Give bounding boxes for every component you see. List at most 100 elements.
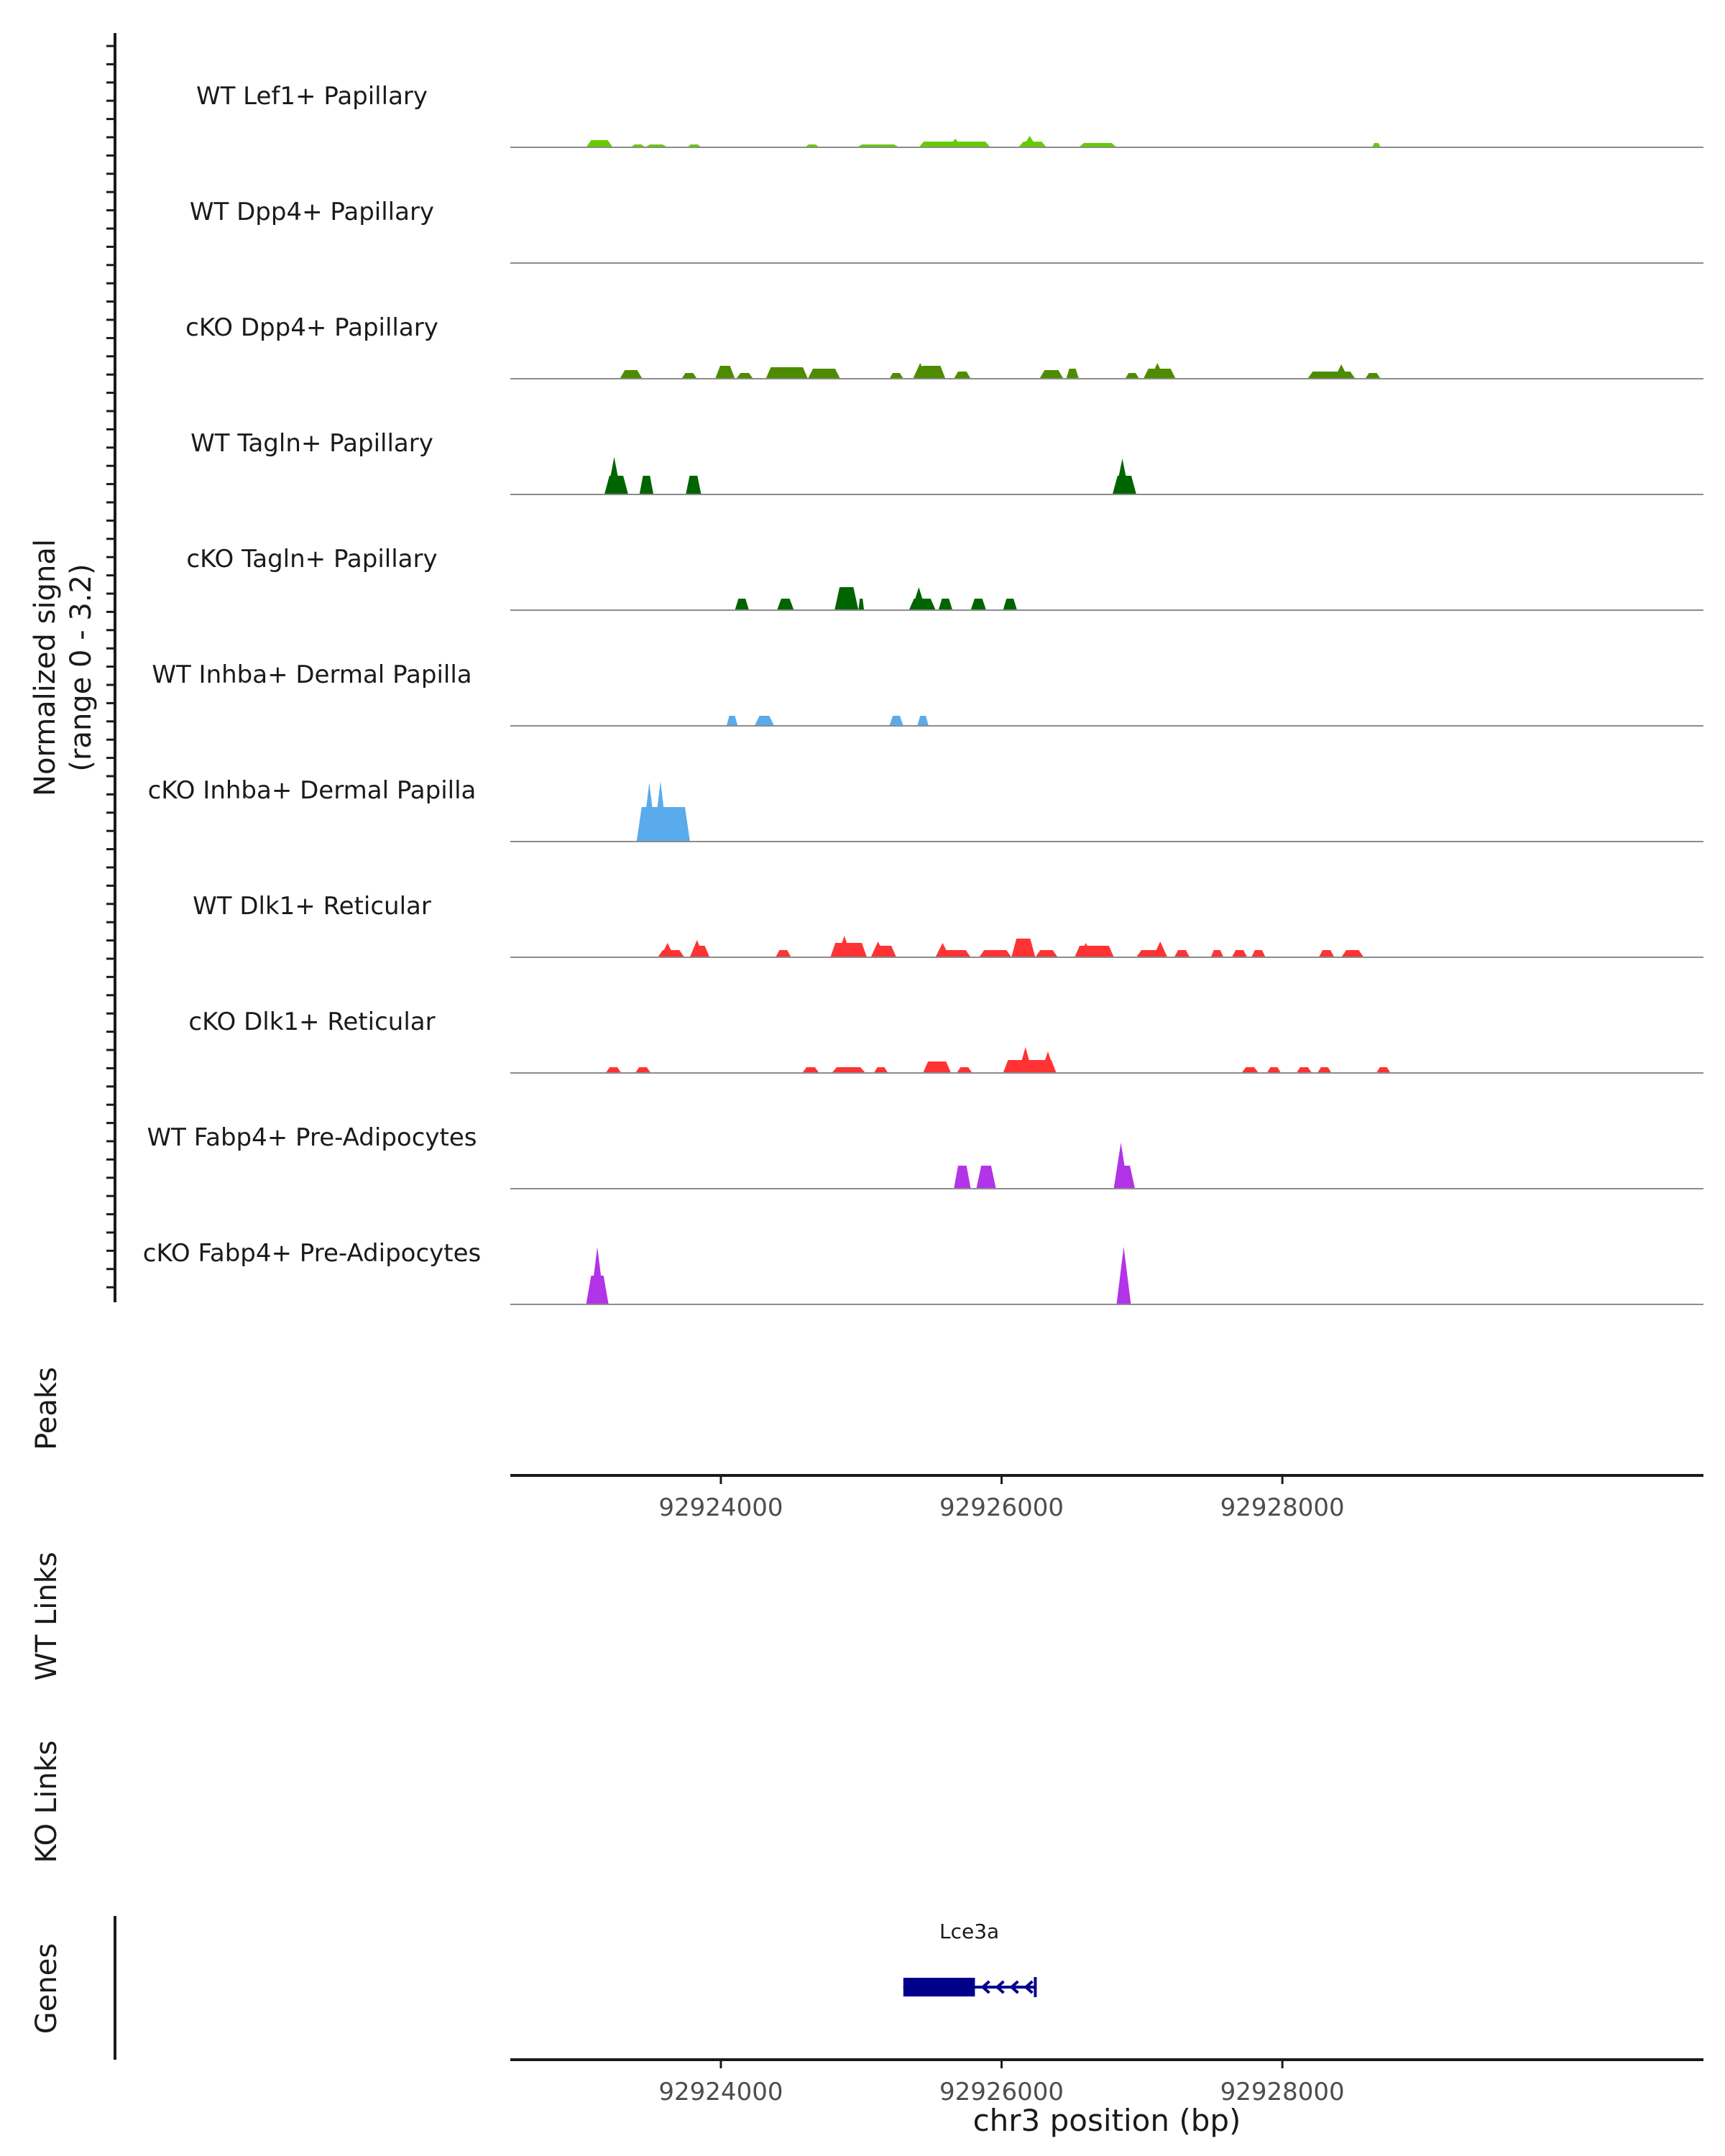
signal-peak [954,372,971,379]
signal-peak [765,367,809,379]
track-label: WT Tagln+ Papillary [190,429,433,458]
signal-peak [1078,143,1117,147]
signal-spike [913,363,928,379]
track-label: WT Lef1+ Papillary [196,82,428,111]
track-wt-dpp4-papillary: WT Dpp4+ Papillary [190,198,1703,264]
signal-peak [635,1067,651,1073]
signal-peak [1066,369,1079,379]
signal-peak [1241,1067,1259,1073]
signal-spike [607,457,622,494]
track-label: cKO Fabp4+ Pre-Adipocytes [143,1239,482,1268]
y-axis-range-label: (range 0 - 3.2) [65,563,98,771]
strand-arrow [995,1980,1005,1994]
signal-spike [1018,1047,1033,1073]
signal-peak [1251,950,1266,957]
signal-peak [735,599,749,610]
x-tick-label: 92926000 [939,1493,1064,1522]
strand-arrow [980,1980,990,1994]
track-label: WT Inhba+ Dermal Papilla [152,660,472,689]
signal-peak [923,1061,952,1073]
genes-panel-label: Genes [30,1943,63,2034]
signal-spike [948,139,963,147]
signal-peak [1365,373,1381,379]
signal-peak [715,366,735,379]
signal-peak [808,369,840,379]
signal-peak [1296,1067,1312,1073]
signal-peak [736,373,753,379]
gene-label: Lce3a [939,1920,999,1943]
signal-peak [1011,939,1036,957]
x-tick-label: 92928000 [1220,1493,1345,1522]
signal-peak [834,587,859,610]
signal-peak [1318,950,1335,957]
track-label: WT Dpp4+ Papillary [190,198,434,226]
signal-peak [938,599,953,610]
x-tick-label: 92924000 [658,1493,783,1522]
track-label: WT Dlk1+ Reticular [193,892,431,921]
signal-spike [1150,363,1165,379]
signal-peak [681,373,697,379]
track-label: cKO Dpp4+ Papillary [185,313,438,342]
x-tick-label: 92928000 [1220,2078,1345,2106]
peaks-panel-label: Peaks [30,1367,63,1450]
ko-links-panel-label: KO Links [30,1741,63,1864]
gene-exon [903,1978,975,1996]
track-label: WT Fabp4+ Pre-Adipocytes [147,1123,477,1152]
genes-x-axis-ticks: 92924000 92926000 92928000 [658,2060,1345,2106]
signal-peak [726,716,738,726]
signal-peak [1039,370,1064,379]
signal-spike [1153,941,1168,957]
track-cko-tagln-papillary: cKO Tagln+ Papillary [186,545,1703,611]
signal-peak [1231,950,1248,957]
track-label: cKO Tagln+ Papillary [186,545,437,573]
track-cko-dlk1-reticular: cKO Dlk1+ Reticular [188,1008,1703,1074]
signal-peak [1341,950,1364,957]
x-tick-label: 92924000 [658,2078,783,2106]
gene-lce3a: Lce3a [903,1920,1037,1997]
x-axis-title: chr3 position (bp) [973,2103,1241,2138]
signal-spike [660,943,675,957]
strand-arrow [1024,1980,1034,1994]
track-wt-dlk1-reticular: WT Dlk1+ Reticular [193,892,1703,958]
signal-peak [889,716,903,726]
signal-peak [586,140,613,147]
signal-spike [689,940,704,957]
track-wt-fabp4-pre-adipocytes: WT Fabp4+ Pre-Adipocytes [147,1123,1703,1189]
signal-peak [873,1067,888,1073]
signal-spike [1040,1051,1055,1073]
signal-spike [935,943,950,957]
signal-spike [1078,943,1093,957]
signal-peak [832,1067,866,1073]
signal-spike [590,1247,605,1304]
signal-spike [870,941,886,957]
signal-peak [620,370,643,379]
x-tick-label: 92926000 [939,2078,1064,2106]
signal-spike [1022,136,1037,147]
y-axis-title: Normalized signal [29,539,62,796]
track-cko-inhba-dermal-papilla: cKO Inhba+ Dermal Papilla [148,776,1703,842]
signal-peak [1125,373,1139,379]
signal-peak [777,599,794,610]
signal-peak [754,716,775,726]
signal-spike [911,587,926,610]
signal-peak [776,950,791,957]
track-label: cKO Dlk1+ Reticular [188,1008,435,1036]
track-label: cKO Inhba+ Dermal Papilla [148,776,477,805]
signal-peak [1210,950,1224,957]
coverage-tracks: WT Lef1+ Papillary WT Dpp4+ Papillary cKO … [143,82,1703,1305]
signal-peak [1317,1067,1332,1073]
track-cko-fabp4-pre-adipocytes: cKO Fabp4+ Pre-Adipocytes [143,1239,1703,1305]
signal-spike [1115,459,1130,494]
signal-y-axis-ticks [106,45,115,1289]
track-wt-inhba-dermal-papilla: WT Inhba+ Dermal Papilla [152,660,1703,727]
signal-spike [837,936,852,957]
track-wt-lef1-papillary: WT Lef1+ Papillary [196,82,1703,148]
signal-spike [653,781,668,842]
wt-links-panel-label: WT Links [30,1552,63,1680]
peaks-x-axis-ticks: 92924000 92926000 92928000 [658,1475,1345,1522]
signal-peak [1266,1067,1282,1073]
signal-spike [642,783,657,842]
strand-arrow [1009,1980,1019,1994]
signal-spike [1334,364,1349,379]
